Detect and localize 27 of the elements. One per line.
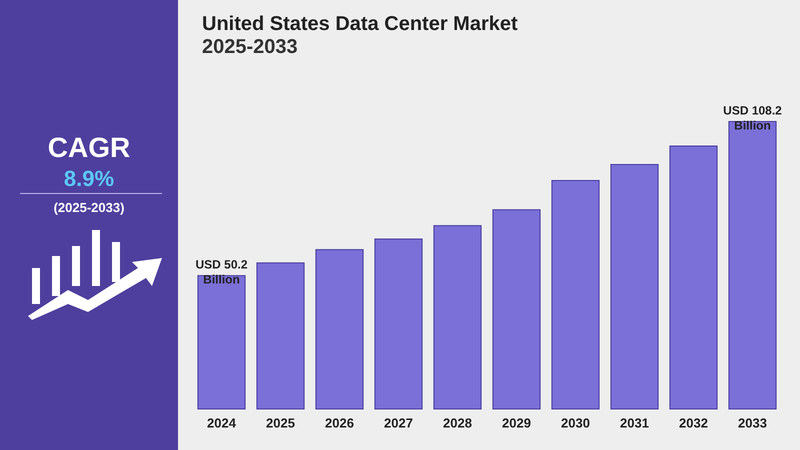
x-tick-label: 2026 bbox=[325, 416, 354, 430]
data-label: USD 108.2 Billion bbox=[723, 104, 782, 132]
bar bbox=[551, 180, 600, 410]
text: CAGR bbox=[46, 132, 132, 164]
bar bbox=[374, 238, 423, 410]
chart-title: United States Data Center Market bbox=[202, 13, 518, 35]
bar bbox=[610, 164, 659, 410]
bar bbox=[197, 275, 246, 410]
x-tick-label: 2029 bbox=[502, 416, 531, 430]
bar bbox=[256, 262, 305, 410]
chart-subtitle: 2025-2033 bbox=[202, 36, 298, 58]
x-tick-label: 2033 bbox=[738, 416, 767, 430]
bar bbox=[433, 225, 482, 410]
x-tick-label: 2024 bbox=[207, 416, 237, 430]
bar bbox=[492, 209, 541, 410]
data-label: USD 50.2 Billion bbox=[195, 258, 248, 287]
x-tick-label: 2030 bbox=[561, 416, 590, 430]
x-tick-label: 2028 bbox=[443, 416, 472, 430]
bar bbox=[728, 121, 777, 410]
bar bbox=[315, 249, 364, 410]
x-tick-label: 2031 bbox=[620, 416, 649, 430]
bar bbox=[669, 145, 718, 410]
x-tick-label: 2032 bbox=[679, 416, 708, 430]
x-tick-label: 2025 bbox=[266, 416, 295, 430]
text: (2025-2033) bbox=[52, 200, 126, 215]
text: 8.9% bbox=[62, 166, 116, 192]
x-tick-label: 2027 bbox=[384, 416, 413, 430]
